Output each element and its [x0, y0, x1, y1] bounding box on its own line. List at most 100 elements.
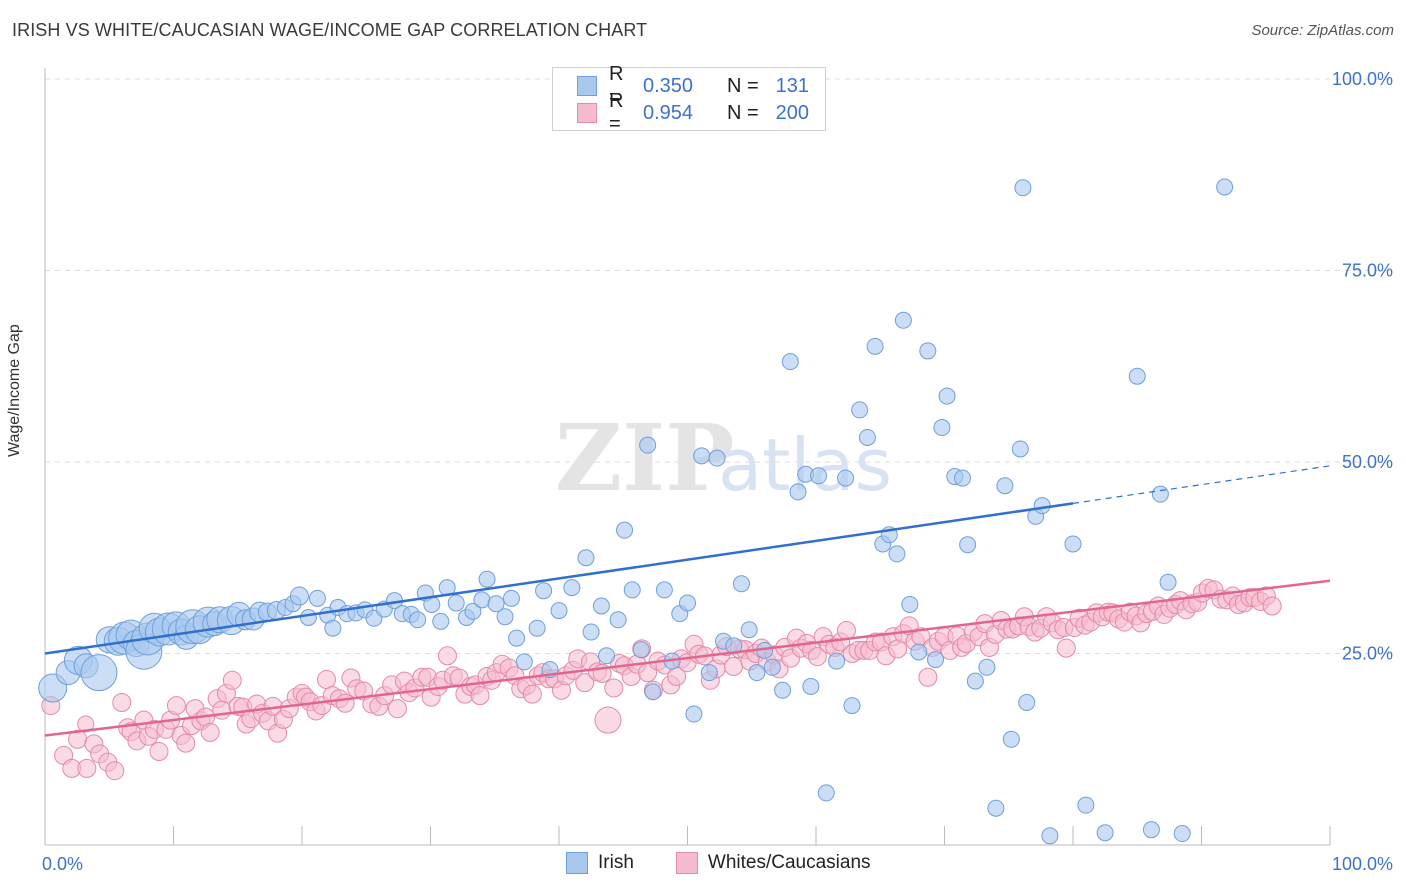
data-point-irish	[725, 637, 743, 655]
data-point-irish	[515, 653, 533, 671]
data-point-whites	[176, 733, 196, 753]
data-point-irish	[810, 467, 828, 485]
data-point-irish	[644, 683, 662, 701]
data-point-irish	[693, 447, 711, 465]
data-point-irish	[473, 591, 491, 609]
data-point-irish	[324, 619, 342, 637]
data-point-irish	[432, 612, 450, 630]
data-point-irish	[639, 436, 657, 454]
data-point-whites	[604, 678, 624, 698]
n-value: 200	[775, 101, 809, 124]
stats-legend: R = 0.350 N = 131 R = 0.954 N = 200	[552, 63, 826, 135]
data-point-irish	[837, 469, 855, 487]
whites-swatch	[675, 852, 698, 874]
stats-row-irish: R = 0.350 N = 131	[553, 63, 809, 108]
data-point-irish	[496, 608, 514, 626]
x-tick-label: 0.0%	[42, 854, 83, 874]
data-point-whites	[575, 673, 595, 693]
data-point-whites	[836, 621, 856, 641]
data-point-irish	[80, 654, 118, 692]
data-point-irish	[927, 651, 945, 669]
data-point-irish	[478, 570, 496, 588]
data-point-whites	[77, 758, 97, 778]
data-point-irish	[858, 428, 876, 446]
data-point-irish	[308, 589, 326, 607]
data-point-irish	[685, 705, 703, 723]
data-point-irish	[563, 579, 581, 597]
data-point-irish	[866, 337, 884, 355]
data-point-irish	[938, 387, 956, 405]
data-point-irish	[996, 477, 1014, 495]
trend-line-irish	[44, 502, 1074, 655]
data-point-whites	[335, 693, 355, 713]
y-tick-label: 75.0%	[1342, 261, 1393, 281]
irish-swatch	[577, 76, 597, 96]
stats-row-whites: R = 0.954 N = 200	[553, 90, 809, 135]
data-point-irish	[508, 629, 526, 647]
data-point-irish	[781, 353, 799, 371]
data-point-irish	[789, 483, 807, 501]
data-point-irish	[700, 664, 718, 682]
data-point-irish	[828, 652, 846, 670]
legend-item-whites[interactable]: Whites/Caucasians	[675, 852, 871, 874]
data-point-irish	[910, 643, 928, 661]
data-point-whites	[437, 646, 457, 666]
data-point-whites	[166, 696, 186, 716]
data-point-whites	[77, 715, 95, 733]
trend-line-irish-extension	[1072, 465, 1331, 504]
data-point-irish	[748, 664, 766, 682]
data-point-whites	[200, 722, 220, 742]
data-point-irish	[919, 342, 937, 360]
data-point-irish	[1159, 573, 1177, 591]
data-point-whites	[387, 699, 407, 719]
r-value: 0.350	[643, 74, 694, 97]
data-point-irish	[774, 681, 792, 699]
data-point-irish	[732, 575, 750, 593]
legend-item-irish[interactable]: Irish	[566, 852, 634, 874]
source-credit: Source: ZipAtlas.com	[1251, 22, 1394, 39]
data-point-whites	[724, 657, 744, 677]
data-point-whites	[470, 686, 490, 706]
data-point-irish	[901, 595, 919, 613]
n-label: N =	[727, 101, 759, 124]
irish-points	[38, 178, 1234, 845]
data-point-irish	[888, 545, 906, 563]
data-point-irish	[592, 597, 610, 615]
data-point-irish	[528, 619, 546, 637]
whites-swatch	[577, 103, 597, 123]
data-point-irish	[894, 311, 912, 329]
data-point-irish	[1011, 440, 1029, 458]
irish-swatch	[566, 852, 588, 874]
axes	[44, 68, 1331, 846]
data-point-irish	[409, 611, 427, 629]
data-point-irish	[1041, 827, 1059, 845]
data-point-irish	[1173, 825, 1191, 843]
data-point-irish	[289, 586, 309, 606]
data-point-irish	[487, 595, 505, 613]
data-point-irish	[550, 602, 568, 620]
data-point-irish	[1151, 485, 1169, 503]
data-point-whites	[807, 647, 827, 667]
data-point-irish	[577, 549, 595, 567]
data-point-whites	[112, 693, 132, 713]
data-point-irish	[978, 658, 996, 676]
data-point-whites	[918, 667, 938, 687]
data-point-whites	[1262, 596, 1282, 616]
data-point-irish	[679, 594, 696, 612]
data-point-irish	[843, 697, 861, 715]
data-point-irish	[616, 521, 634, 539]
data-point-irish	[851, 401, 869, 419]
data-point-whites	[149, 742, 169, 762]
y-tick-label: 25.0%	[1342, 644, 1393, 664]
data-point-irish	[1128, 367, 1146, 385]
data-point-whites	[212, 700, 232, 720]
r-label: R =	[609, 90, 624, 135]
data-point-irish	[447, 594, 465, 612]
data-point-whites	[522, 684, 542, 704]
data-point-irish	[817, 784, 835, 802]
data-point-whites	[316, 670, 336, 690]
data-point-irish	[1033, 497, 1051, 515]
series-legend: Irish Whites/Caucasians	[566, 852, 913, 874]
data-point-irish	[1077, 796, 1095, 814]
